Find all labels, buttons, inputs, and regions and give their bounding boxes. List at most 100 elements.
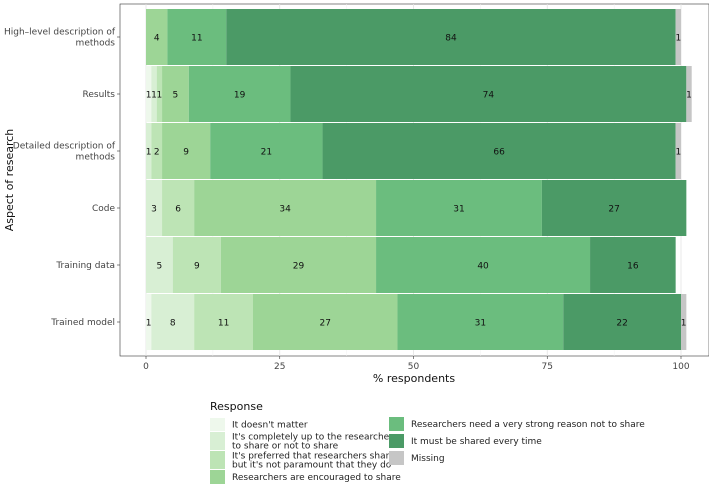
bar-segment bbox=[220, 237, 377, 293]
x-axis-ticks: 0 25 50 75 100 bbox=[143, 356, 690, 372]
bars-layer: 4 11 84 11 1 1 5 19 74 11 2 9 21 66 13 6 34 31 275 9 29 40 161… bbox=[146, 9, 692, 350]
y-tick-label: Trained model bbox=[50, 318, 115, 328]
bar-segment bbox=[162, 123, 211, 179]
bar-segment bbox=[156, 66, 163, 122]
y-tick-label: Code bbox=[92, 204, 116, 214]
bar-segment bbox=[322, 123, 676, 179]
bar-segment bbox=[290, 66, 687, 122]
bar-segment bbox=[253, 294, 398, 350]
bar-segment bbox=[151, 294, 195, 350]
bar-label: 1 bbox=[146, 148, 152, 158]
bar-segment bbox=[146, 123, 152, 179]
bar-segment bbox=[146, 294, 152, 350]
y-axis-ticks: High–level description of methodsResultsD… bbox=[4, 28, 120, 328]
bar-segment bbox=[194, 180, 377, 236]
bar-segment bbox=[376, 237, 591, 293]
bar-segment bbox=[675, 123, 681, 179]
bar-label: 5 bbox=[173, 91, 179, 101]
bar-label: 1 bbox=[146, 319, 152, 329]
bar-label: 16 bbox=[627, 262, 639, 272]
bar-label: 27 bbox=[608, 205, 619, 215]
legend-label-line: It's completely up to the researchers bbox=[232, 433, 398, 443]
x-tick-label: 25 bbox=[274, 362, 285, 372]
bar-label: 74 bbox=[483, 91, 495, 101]
bar-label: 1 bbox=[681, 319, 687, 329]
bar-segment bbox=[146, 9, 168, 65]
bar-label: 40 bbox=[477, 262, 489, 272]
bar-segment bbox=[162, 66, 189, 122]
legend-swatch bbox=[210, 432, 225, 450]
legend-label-line: It must be shared every time bbox=[411, 437, 542, 447]
y-tick-label-line: Training data bbox=[55, 261, 115, 271]
bar-label: 1 bbox=[151, 91, 157, 101]
bar-label: 31 bbox=[475, 319, 486, 329]
bar-label: 11 bbox=[191, 34, 202, 44]
bar-segment bbox=[541, 180, 687, 236]
y-tick-label-line: Code bbox=[92, 204, 116, 214]
x-tick-label: 0 bbox=[143, 362, 149, 372]
legend-swatch bbox=[210, 451, 225, 469]
bar-label: 11 bbox=[218, 319, 229, 329]
bar-label: 9 bbox=[183, 148, 189, 158]
bar-label: 27 bbox=[319, 319, 330, 329]
bar-segment bbox=[194, 294, 253, 350]
legend-swatch bbox=[389, 434, 404, 448]
legend-label: Researchers are encouraged to share bbox=[232, 473, 401, 483]
legend-label-line: Researchers are encouraged to share bbox=[232, 473, 401, 483]
y-tick-label-line: methods bbox=[76, 39, 116, 49]
bar-segment bbox=[376, 180, 542, 236]
legend: It doesn't matter It's completely up to t… bbox=[210, 417, 645, 484]
legend-label-line: Missing bbox=[411, 454, 445, 464]
bar-label: 8 bbox=[170, 319, 176, 329]
x-tick-label: 75 bbox=[542, 362, 553, 372]
legend-label-line: It doesn't matter bbox=[232, 421, 308, 431]
bar-label: 5 bbox=[157, 262, 163, 272]
bar-label: 31 bbox=[453, 205, 464, 215]
legend-label: It doesn't matter bbox=[232, 421, 308, 431]
x-axis-title: % respondents bbox=[373, 372, 455, 385]
bar-segment bbox=[172, 237, 221, 293]
bar-label: 1 bbox=[675, 34, 681, 44]
y-tick-label: Training data bbox=[55, 261, 115, 271]
bar-segment bbox=[563, 294, 681, 350]
bar-segment bbox=[188, 66, 291, 122]
bar-segment bbox=[151, 123, 163, 179]
legend-label-line: but it's not paramount that they do bbox=[232, 461, 392, 471]
bar-label: 29 bbox=[293, 262, 305, 272]
bar-segment bbox=[681, 294, 687, 350]
bar-segment bbox=[167, 9, 227, 65]
y-tick-label-line: Results bbox=[83, 90, 116, 100]
y-tick-label-line: methods bbox=[76, 153, 116, 163]
y-tick-label: High–level description of methods bbox=[4, 28, 116, 49]
bar-label: 2 bbox=[154, 148, 160, 158]
bar-label: 3 bbox=[151, 205, 157, 215]
legend-title: Response bbox=[210, 400, 263, 413]
legend-swatch bbox=[210, 470, 225, 484]
legend-label-line: It's preferred that researchers share bbox=[232, 452, 395, 462]
legend-label: Missing bbox=[411, 454, 445, 464]
y-tick-label: Results bbox=[83, 90, 116, 100]
bar-label: 34 bbox=[279, 205, 291, 215]
bar-label: 1 bbox=[146, 91, 152, 101]
y-tick-label: Detailed description of methods bbox=[13, 142, 116, 163]
legend-label: It must be shared every time bbox=[411, 437, 542, 447]
bar-label: 21 bbox=[261, 148, 272, 158]
bar-segment bbox=[226, 9, 676, 65]
bar-label: 1 bbox=[157, 91, 163, 101]
bar-segment bbox=[151, 66, 157, 122]
bar-label: 66 bbox=[493, 148, 505, 158]
bar-segment bbox=[590, 237, 676, 293]
bar-label: 4 bbox=[154, 34, 160, 44]
legend-swatch bbox=[389, 417, 404, 431]
bar-label: 19 bbox=[234, 91, 246, 101]
legend-swatch bbox=[210, 418, 225, 431]
bar-segment bbox=[210, 123, 323, 179]
x-tick-label: 100 bbox=[672, 362, 689, 372]
bar-label: 22 bbox=[616, 319, 627, 329]
bar-label: 84 bbox=[445, 34, 457, 44]
bar-segment bbox=[162, 180, 195, 236]
y-tick-label-line: High–level description of bbox=[4, 28, 116, 38]
legend-label: It's preferred that researchers share but… bbox=[232, 452, 395, 471]
bar-segment bbox=[686, 66, 692, 122]
